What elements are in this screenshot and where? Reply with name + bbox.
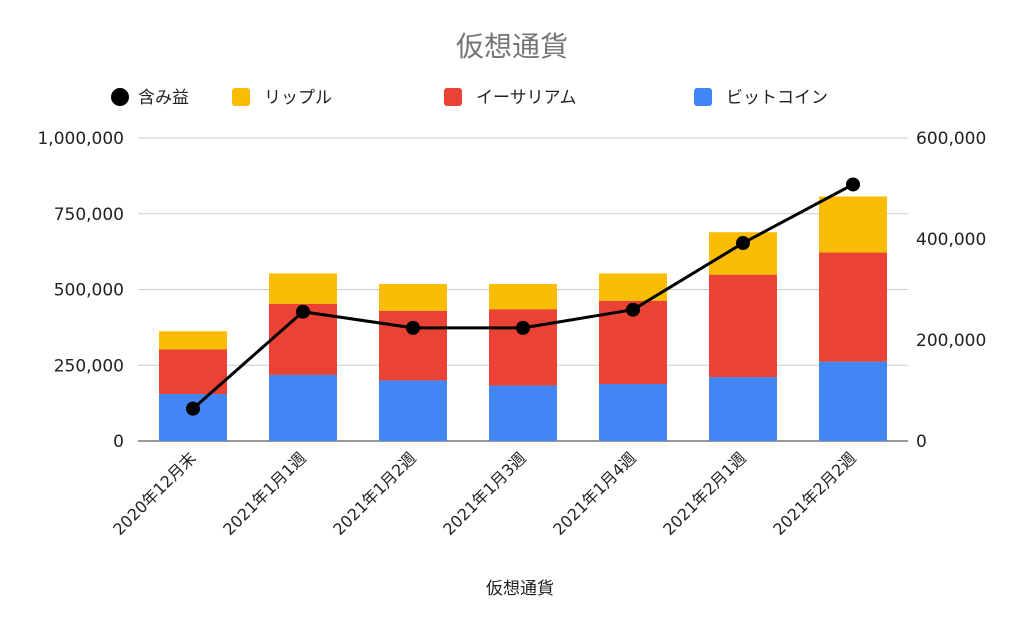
- legend-label-ripple: リップル: [264, 88, 332, 108]
- x-axis-label: 仮想通貨: [486, 579, 554, 599]
- left-tick-label: 750,000: [54, 205, 124, 225]
- bar-segment: [709, 274, 777, 378]
- bar-segment: [159, 394, 227, 441]
- profit-point: [406, 320, 420, 335]
- x-tick-label: 2021年2月2週: [769, 448, 860, 539]
- legend-label-profit: 含み益: [138, 88, 189, 108]
- bar-segment: [489, 385, 557, 441]
- x-tick-label: 2021年1月4週: [549, 448, 640, 539]
- right-tick-label: 200,000: [916, 331, 986, 351]
- bar-segment: [489, 284, 557, 310]
- left-axis-ticks: 0 250,000 500,000 750,000 1,000,000: [37, 129, 124, 452]
- left-tick-label: 1,000,000: [37, 129, 124, 149]
- left-tick-label: 250,000: [54, 356, 124, 376]
- bar-segment: [599, 384, 667, 441]
- left-tick-label: 500,000: [54, 281, 124, 301]
- x-tick-label: 2021年1月2週: [329, 448, 420, 539]
- bar-segment: [159, 349, 227, 395]
- x-tick-label: 2021年1月3週: [439, 448, 530, 539]
- profit-point: [736, 236, 750, 251]
- x-axis-ticks: 2020年12月末 2021年1月1週 2021年1月2週 2021年1月3週 2021…: [109, 448, 860, 539]
- legend-label-bitcoin: ビットコイン: [726, 88, 828, 108]
- x-tick-label: 2020年12月末: [109, 448, 200, 539]
- legend-marker-ethereum: [444, 88, 462, 106]
- profit-point: [186, 401, 200, 416]
- profit-point: [626, 302, 640, 317]
- profit-point: [296, 304, 310, 319]
- right-tick-label: 600,000: [916, 129, 986, 149]
- bar-segment: [819, 196, 887, 253]
- bar-segment: [819, 361, 887, 441]
- legend-marker-profit: [111, 88, 129, 106]
- x-tick-label: 2021年1月1週: [219, 448, 310, 539]
- bar-segment: [269, 374, 337, 441]
- bar-segment: [819, 252, 887, 362]
- bar-segment: [379, 284, 447, 311]
- left-tick-label: 0: [113, 432, 124, 452]
- stacked-bars: [159, 196, 887, 441]
- right-tick-label: 0: [916, 432, 927, 452]
- x-tick-label: 2021年2月1週: [659, 448, 750, 539]
- chart-title: 仮想通貨: [456, 30, 568, 63]
- right-axis-ticks: 0 200,000 400,000 600,000: [916, 129, 986, 452]
- bar-segment: [709, 377, 777, 441]
- legend-marker-ripple: [232, 88, 250, 106]
- profit-point: [516, 320, 530, 335]
- legend-label-ethereum: イーサリアム: [476, 88, 576, 108]
- legend: 含み益 リップル イーサリアム ビットコイン: [111, 88, 828, 108]
- bar-segment: [379, 380, 447, 441]
- bar-segment: [159, 331, 227, 350]
- profit-line: [186, 177, 860, 416]
- legend-marker-bitcoin: [694, 88, 712, 106]
- profit-point: [846, 177, 860, 192]
- right-tick-label: 400,000: [916, 230, 986, 250]
- bar-segment: [269, 273, 337, 304]
- bar-segment: [489, 309, 557, 386]
